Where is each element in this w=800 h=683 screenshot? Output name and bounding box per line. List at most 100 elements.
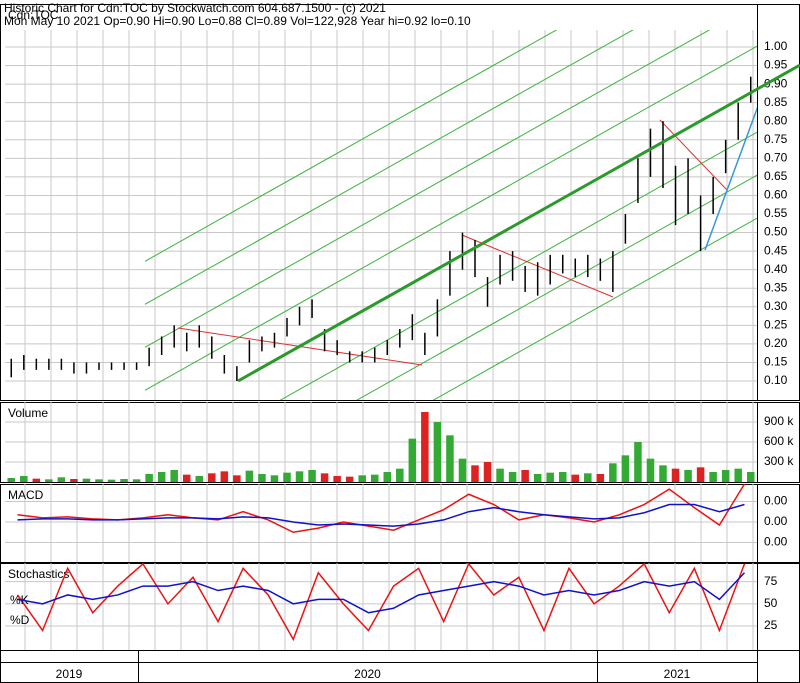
volume-bar xyxy=(483,462,492,482)
y-tick-label: 75 xyxy=(764,574,778,588)
channel-main xyxy=(237,63,800,383)
volume-bar xyxy=(345,476,354,482)
y-tick-label: 900 k xyxy=(764,414,794,428)
volume-bar xyxy=(496,468,504,482)
volume-bar xyxy=(70,479,78,482)
volume-bar xyxy=(671,468,680,482)
volume-bar xyxy=(696,467,705,482)
indicator-line xyxy=(17,483,746,534)
volume-bar xyxy=(533,474,542,482)
volume-bar xyxy=(245,470,254,482)
y-tick-label: 1.00 xyxy=(764,39,788,53)
volume-bar xyxy=(546,472,554,482)
volume-bar xyxy=(45,479,53,482)
y-tick-label: 600 k xyxy=(764,434,794,448)
volume-bar xyxy=(157,472,166,482)
blue-trend xyxy=(704,106,757,251)
y-tick-label: 0.95 xyxy=(764,58,788,72)
volume-bar xyxy=(233,475,241,482)
volume-bar xyxy=(182,474,191,482)
indicator-line xyxy=(17,503,745,527)
volume-bar xyxy=(634,442,642,482)
y-tick-label: 0.10 xyxy=(764,373,788,387)
y-tick-label: 0.00 xyxy=(764,494,788,508)
volume-bar xyxy=(333,476,341,482)
panel-label: Volume xyxy=(8,406,48,420)
indicator-line xyxy=(16,562,746,642)
volume-bar xyxy=(408,438,417,482)
volume-bar xyxy=(120,479,128,482)
y-tick-label: 0.50 xyxy=(764,225,788,239)
volume-bar xyxy=(107,479,116,482)
channel-line xyxy=(144,30,558,262)
volume-bar xyxy=(558,472,567,482)
volume-bar xyxy=(308,470,316,482)
volume-bar xyxy=(145,474,153,482)
channel-line xyxy=(432,217,757,400)
y-tick-label: 0.15 xyxy=(764,355,788,369)
panel-label: Stochastics xyxy=(8,567,69,581)
volume-bar xyxy=(684,470,692,482)
channel-line xyxy=(144,30,711,348)
y-tick-label: 0.70 xyxy=(764,151,788,165)
volume-bar xyxy=(195,476,204,482)
volume-bar xyxy=(283,472,291,482)
y-tick-label: 0.00 xyxy=(764,514,788,528)
channel-line xyxy=(356,174,757,400)
volume-bar xyxy=(421,412,429,482)
indicator-line xyxy=(17,572,746,614)
y-tick-label: 0.90 xyxy=(764,76,788,90)
y-tick-label: 0.55 xyxy=(764,206,788,220)
volume-bar xyxy=(659,465,667,482)
y-tick-label: 0.75 xyxy=(764,132,788,146)
volume-bar xyxy=(584,473,592,482)
volume-bar xyxy=(57,477,66,482)
volume-bar xyxy=(521,470,529,482)
volume-bar xyxy=(709,472,717,482)
volume-bar xyxy=(621,455,630,482)
volume-bar xyxy=(295,471,304,482)
channel-line xyxy=(279,131,757,400)
volume-bar xyxy=(458,458,467,482)
volume-bar xyxy=(471,465,479,482)
y-tick-label: 25 xyxy=(764,618,778,632)
volume-bar xyxy=(508,472,517,482)
volume-bar xyxy=(258,474,266,482)
volume-bar xyxy=(20,476,28,482)
volume-bar xyxy=(433,422,442,482)
y-tick-label: 0.00 xyxy=(764,535,788,549)
channel-line xyxy=(144,45,757,391)
year-label: 2021 xyxy=(664,667,691,681)
volume-bar xyxy=(370,474,379,482)
volume-bar xyxy=(383,472,392,482)
y-tick-label: 0.45 xyxy=(764,243,788,257)
volume-bar xyxy=(7,478,16,482)
y-tick-label: 300 k xyxy=(764,454,794,468)
year-label: 2020 xyxy=(354,667,381,681)
volume-bar xyxy=(396,468,404,482)
header-line: Historic Chart for Cdn:TOC by Stockwatch… xyxy=(4,1,386,15)
volume-bar xyxy=(721,470,730,482)
volume-bar xyxy=(220,471,229,482)
y-tick-label: 0.35 xyxy=(764,280,788,294)
volume-bar xyxy=(571,474,580,482)
y-tick-label: 0.40 xyxy=(764,262,788,276)
channel-line xyxy=(144,30,634,305)
header-line: Mon May 10 2021 Op=0.90 Hi=0.90 Lo=0.88 … xyxy=(4,14,471,28)
y-tick-label: 0.30 xyxy=(764,299,788,313)
volume-bar xyxy=(609,463,617,482)
volume-bar xyxy=(358,475,366,482)
y-tick-label: 0.85 xyxy=(764,95,788,109)
volume-bar xyxy=(734,468,742,482)
volume-bar xyxy=(446,435,454,482)
volume-bar xyxy=(320,473,329,482)
volume-bar xyxy=(746,472,755,482)
y-tick-label: 0.80 xyxy=(764,113,788,127)
volume-bar xyxy=(170,470,178,482)
y-tick-label: 0.60 xyxy=(764,188,788,202)
volume-bar xyxy=(646,458,655,482)
trend-lines xyxy=(144,30,757,400)
volume-bar xyxy=(596,474,605,482)
volume-bar xyxy=(132,479,141,482)
